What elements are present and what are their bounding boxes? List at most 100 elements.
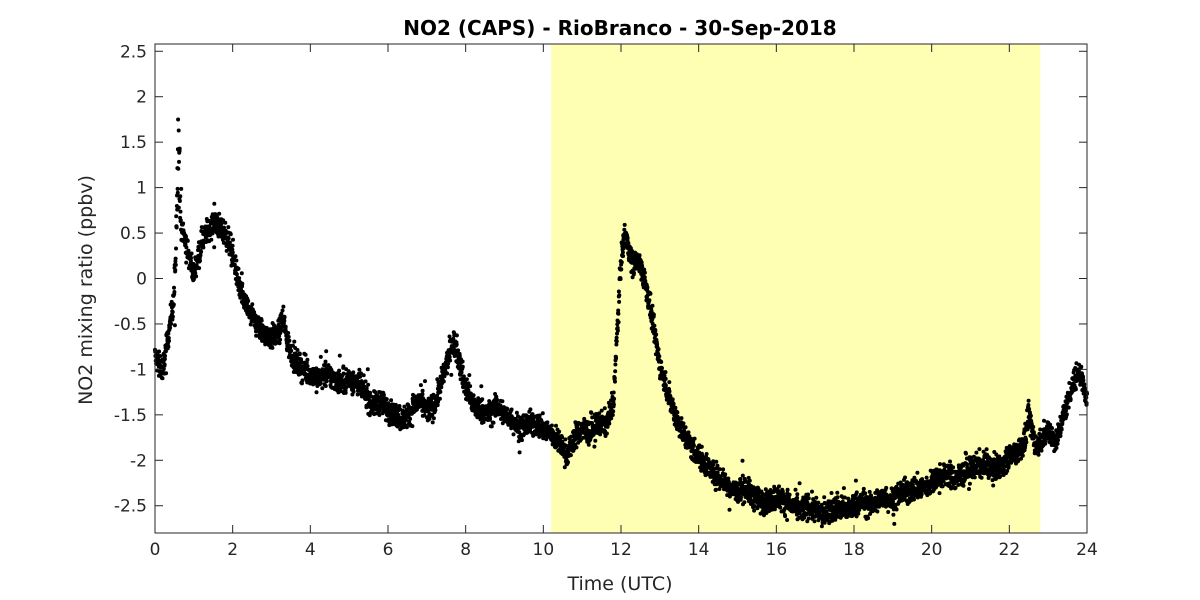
data-point (961, 483, 966, 488)
data-point (248, 322, 253, 327)
data-point (651, 312, 656, 317)
data-point (667, 389, 672, 394)
data-point (1026, 403, 1031, 407)
data-point (795, 492, 800, 497)
data-point (172, 290, 177, 294)
data-point (642, 275, 647, 280)
data-point (951, 465, 956, 470)
data-point (272, 323, 276, 328)
data-point (230, 250, 235, 255)
data-point (299, 360, 304, 365)
data-point (427, 416, 432, 421)
data-point (420, 388, 425, 393)
data-point (563, 443, 568, 448)
data-point (667, 380, 672, 385)
data-point (172, 323, 177, 328)
data-point (867, 489, 872, 494)
data-point (562, 465, 567, 470)
data-point (323, 362, 328, 367)
data-point (652, 323, 657, 328)
data-point (193, 271, 198, 276)
data-point (460, 359, 465, 364)
data-point (511, 432, 516, 437)
data-point (286, 331, 291, 335)
data-point (160, 376, 165, 381)
data-point (673, 405, 678, 410)
data-point (545, 420, 550, 425)
data-point (303, 352, 308, 357)
data-point (227, 240, 232, 245)
data-point (168, 325, 173, 330)
data-point (610, 413, 615, 417)
data-point (614, 335, 619, 340)
data-point (602, 406, 607, 411)
data-point (793, 487, 798, 492)
data-point (176, 117, 181, 122)
data-point (292, 339, 297, 344)
data-point (721, 467, 726, 472)
data-point (237, 276, 242, 281)
data-point (246, 299, 251, 303)
data-point (806, 516, 811, 521)
data-point (366, 382, 371, 387)
data-point (937, 491, 942, 496)
data-point (430, 420, 435, 425)
data-point (451, 336, 456, 341)
data-point (656, 347, 661, 352)
data-point (442, 374, 447, 379)
data-point (300, 381, 304, 386)
data-point (402, 404, 407, 409)
data-point (763, 487, 768, 492)
data-point (231, 237, 235, 242)
data-point (841, 486, 846, 491)
data-point (365, 367, 370, 372)
data-point (520, 438, 524, 443)
data-point (277, 334, 282, 338)
data-point (894, 507, 899, 512)
data-point (740, 458, 745, 463)
data-point (1025, 427, 1030, 432)
data-point (489, 424, 494, 429)
data-point (197, 266, 202, 271)
daytime-shading (551, 44, 1041, 533)
data-point (173, 268, 178, 273)
data-point (956, 482, 961, 487)
data-point (683, 425, 688, 430)
plot-area (153, 43, 1089, 534)
data-point (361, 373, 366, 378)
data-point (164, 371, 169, 376)
data-point (357, 367, 362, 372)
data-point (617, 293, 622, 298)
data-point (351, 389, 356, 394)
data-point (612, 376, 617, 381)
data-point (642, 267, 647, 272)
data-point (984, 447, 989, 452)
data-point (163, 353, 167, 358)
data-point (699, 444, 704, 449)
data-point (420, 392, 425, 397)
data-point (611, 409, 616, 414)
data-point (389, 398, 394, 403)
data-point (568, 453, 573, 458)
data-point (170, 314, 175, 319)
data-point (614, 342, 619, 347)
data-point (892, 521, 897, 526)
data-point (835, 495, 840, 500)
data-point (613, 379, 617, 384)
data-point (816, 500, 821, 505)
data-point (806, 496, 811, 501)
data-point (1024, 440, 1029, 445)
data-point (397, 404, 402, 408)
data-point (537, 413, 542, 418)
data-point (161, 367, 166, 371)
data-point (727, 507, 732, 512)
data-point (449, 372, 454, 377)
data-point (654, 332, 659, 337)
data-point (377, 413, 382, 417)
data-point (938, 462, 942, 467)
data-point (289, 348, 294, 353)
data-point (188, 259, 193, 263)
data-point (323, 384, 328, 388)
data-point (286, 334, 291, 339)
data-point (212, 245, 217, 250)
